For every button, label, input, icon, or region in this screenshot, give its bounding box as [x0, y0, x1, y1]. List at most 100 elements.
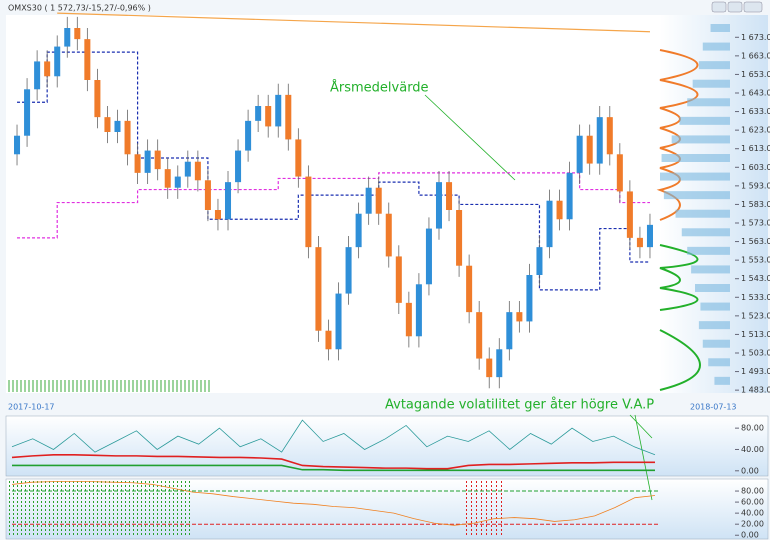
- candle-body: [486, 358, 493, 378]
- candle-body: [104, 117, 111, 132]
- y-tick-label: 1 593.00: [741, 181, 770, 190]
- volume-profile-bar: [702, 42, 730, 51]
- volume-profile-bar: [660, 172, 730, 181]
- signal-zone: [465, 481, 505, 537]
- candle-body: [425, 228, 432, 285]
- indicator-line: [17, 51, 650, 291]
- maximize-button[interactable]: [727, 1, 743, 13]
- indicator-line: [11, 419, 656, 456]
- candle-body: [536, 247, 543, 275]
- candle-body: [405, 302, 412, 337]
- annotation-pointers: [424, 94, 653, 501]
- annotation: Avtagande volatilitet ger åter högre V.A…: [385, 398, 654, 413]
- candle-body: [204, 180, 211, 210]
- candle-body: [446, 182, 453, 210]
- candle-body: [54, 46, 61, 77]
- candle-body: [596, 117, 603, 164]
- candle-body: [546, 200, 553, 248]
- candle-body: [64, 28, 71, 47]
- indicator-line: [11, 481, 656, 526]
- y-tick-label: 60.00: [741, 498, 764, 507]
- candle-body: [435, 182, 443, 229]
- candle-body: [94, 80, 101, 118]
- indicator-line: [57, 12, 650, 33]
- candle-body: [154, 150, 161, 170]
- volume-profile-bar: [698, 61, 730, 70]
- close-button[interactable]: [743, 1, 763, 13]
- volume-profile-bar: [675, 209, 730, 218]
- candle-body: [34, 61, 41, 90]
- y-tick-label: 0.00: [741, 531, 759, 540]
- volume-profile-bar: [681, 228, 730, 237]
- candle-body: [275, 94, 282, 127]
- candle-body: [164, 169, 171, 188]
- candle-body: [265, 106, 272, 127]
- candle-body: [375, 187, 382, 214]
- candle-body: [345, 247, 352, 294]
- candle-body: [576, 135, 583, 173]
- candle-body: [315, 247, 322, 331]
- candle-body: [295, 139, 302, 177]
- y-tick-label: 1 663.00: [741, 51, 770, 60]
- candle-body: [224, 182, 232, 220]
- candle-body: [636, 237, 643, 248]
- candle-body: [24, 89, 31, 136]
- y-tick-label: 1 493.00: [741, 367, 770, 376]
- y-tick-label: 80.00: [741, 424, 764, 433]
- volume-profile-bar: [700, 302, 730, 311]
- candle-body: [335, 293, 342, 350]
- y-tick-label: 1 613.00: [741, 144, 770, 153]
- candle-body: [355, 213, 362, 248]
- candle-body: [74, 28, 81, 40]
- price-axis: [660, 15, 768, 393]
- y-tick-label: 1 523.00: [741, 311, 770, 320]
- volume-profile-bar: [691, 265, 730, 274]
- volume-profile-bar: [687, 246, 730, 255]
- candle-body: [466, 265, 473, 313]
- signal-ticks: [8, 380, 210, 392]
- y-tick-label: 40.00: [741, 445, 764, 454]
- candle-body: [255, 106, 262, 121]
- candle-body: [395, 256, 402, 303]
- candle-body: [415, 284, 422, 337]
- minimize-button[interactable]: [711, 1, 727, 13]
- volume-profile-bar: [663, 191, 730, 200]
- y-tick-label: 1 573.00: [741, 219, 770, 228]
- candle-body: [285, 94, 292, 140]
- y-tick-label: 0.00: [741, 466, 759, 475]
- candle-body: [124, 120, 131, 155]
- y-tick-label: 1 653.00: [741, 70, 770, 79]
- volume-profile-bar: [671, 135, 730, 144]
- candle-body: [235, 150, 242, 183]
- candle-body: [305, 176, 312, 248]
- candle-body: [626, 191, 633, 238]
- candle-body: [566, 172, 573, 220]
- candle-body: [616, 154, 623, 192]
- volume-profile-bar: [692, 79, 730, 88]
- distribution-curves: [656, 49, 701, 391]
- candle-body: [44, 61, 51, 77]
- volatility-panel: [5, 415, 769, 477]
- candle-body: [144, 150, 151, 173]
- y-tick-label: 1 533.00: [741, 293, 770, 302]
- y-tick-label: 1 483.00: [741, 386, 770, 395]
- y-tick-label: 40.00: [741, 509, 764, 518]
- volume-profile-bar: [702, 339, 730, 348]
- y-tick-label: 20.00: [741, 520, 764, 529]
- y-tick-label: 1 673.00: [741, 33, 770, 42]
- candle-body: [516, 312, 523, 322]
- y-tick-label: 1 503.00: [741, 349, 770, 358]
- candle-body: [84, 39, 91, 80]
- candle-body: [476, 312, 483, 359]
- volume-profile-bar: [661, 154, 730, 162]
- candle-body: [365, 187, 372, 214]
- candle-body: [526, 275, 533, 322]
- candle-body: [114, 120, 121, 132]
- volume-profile-bar: [710, 24, 730, 32]
- indicator-line: [11, 454, 655, 470]
- candle-body: [506, 312, 513, 350]
- candle-body: [184, 161, 191, 177]
- candle-body: [214, 210, 221, 220]
- candle-body: [646, 224, 653, 248]
